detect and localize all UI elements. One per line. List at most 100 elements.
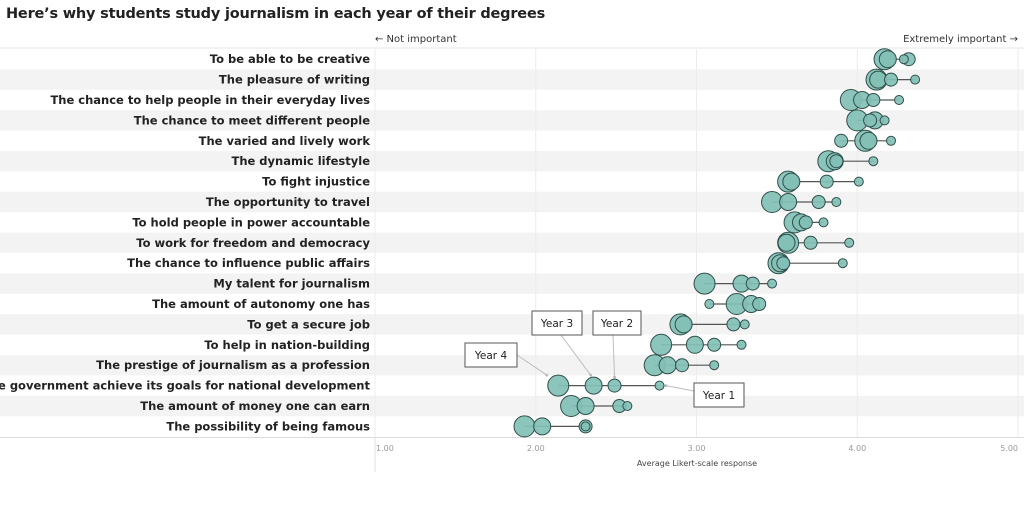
data-point-year-1[interactable]: [709, 360, 720, 371]
data-point-year-2[interactable]: [863, 113, 878, 128]
data-point-year-1[interactable]: [767, 278, 778, 289]
data-point-year-3[interactable]: [576, 397, 595, 415]
row-band: [0, 191, 1024, 213]
category-label: The opportunity to travel: [206, 195, 370, 209]
data-point-year-3[interactable]: [859, 131, 878, 150]
data-point-year-1[interactable]: [853, 176, 864, 187]
data-point-year-1[interactable]: [818, 217, 829, 228]
row-band: [0, 395, 1024, 417]
data-point-year-2[interactable]: [607, 378, 622, 393]
category-label: To hold people in power accountable: [132, 215, 370, 229]
category-label: The chance to influence public affairs: [127, 256, 370, 270]
data-point-year-3[interactable]: [584, 376, 603, 395]
data-point-year-4[interactable]: [547, 374, 570, 397]
data-point-year-1[interactable]: [879, 115, 890, 126]
data-point-year-2[interactable]: [752, 297, 767, 311]
annotation-pointer: [560, 334, 592, 376]
data-point-year-2[interactable]: [811, 195, 826, 209]
category-label: Help the government achieve its goals fo…: [0, 379, 370, 393]
x-tick-label: 4.00: [848, 444, 866, 453]
category-label: The prestige of journalism as a professi…: [96, 358, 370, 372]
data-point-year-2[interactable]: [776, 256, 791, 271]
row-band: [0, 314, 1024, 335]
data-point-year-1[interactable]: [910, 74, 921, 85]
data-point-year-2[interactable]: [675, 358, 690, 373]
data-point-year-2[interactable]: [707, 337, 722, 352]
data-point-year-3[interactable]: [533, 417, 552, 436]
data-point-year-2[interactable]: [834, 133, 849, 148]
annotation-arrowhead: [589, 373, 593, 377]
data-point-year-3[interactable]: [658, 356, 677, 375]
annotation-label: Year 3: [540, 318, 573, 330]
data-point-year-1[interactable]: [894, 95, 905, 105]
annotation-arrowhead: [664, 384, 668, 388]
category-label: The possibility of being famous: [166, 419, 370, 433]
data-point-year-2[interactable]: [798, 215, 813, 230]
annotation-arrowhead: [545, 373, 549, 377]
chart-title: Here’s why students study journalism in …: [6, 6, 546, 22]
x-tick-label: 5.00: [1000, 444, 1018, 453]
category-label: To work for freedom and democracy: [136, 236, 370, 250]
data-point-year-2[interactable]: [829, 154, 844, 169]
annotation-box: [592, 310, 642, 336]
annotation-box: [531, 310, 583, 336]
data-point-year-1[interactable]: [868, 156, 879, 167]
category-label: The dynamic lifestyle: [231, 154, 370, 168]
annotation-label: Year 4: [474, 350, 508, 362]
x-tick-label: 3.00: [688, 444, 706, 453]
row-band: [0, 110, 1024, 131]
data-point-year-1[interactable]: [736, 339, 747, 350]
data-point-year-3[interactable]: [878, 50, 897, 69]
data-point-year-1[interactable]: [580, 421, 591, 432]
data-point-year-2[interactable]: [819, 174, 834, 189]
gridlines: [374, 49, 1019, 472]
category-label: To get a secure job: [247, 317, 370, 331]
annotation-box: [464, 342, 518, 368]
data-point-year-3[interactable]: [779, 193, 798, 211]
data-point-year-1[interactable]: [739, 319, 750, 330]
data-point-year-1[interactable]: [898, 54, 909, 65]
data-point-year-1[interactable]: [844, 237, 855, 248]
extremely-important-label: Extremely important →: [903, 34, 1018, 45]
data-point-year-4[interactable]: [513, 415, 536, 438]
data-point-year-4[interactable]: [693, 272, 716, 295]
data-point-year-4[interactable]: [650, 333, 673, 356]
category-label: To be able to be creative: [210, 52, 370, 66]
data-points: [513, 48, 921, 438]
data-point-year-1[interactable]: [837, 258, 848, 269]
data-point-year-3[interactable]: [782, 172, 801, 191]
data-point-year-3[interactable]: [777, 233, 796, 252]
data-point-year-3[interactable]: [685, 335, 704, 354]
x-tick-label: 1.00: [376, 444, 394, 453]
data-point-year-1[interactable]: [654, 380, 665, 391]
row-band: [0, 69, 1024, 90]
data-point-year-2[interactable]: [884, 72, 899, 87]
x-tick-labels: 1.00 2.00 3.00 4.00 5.00: [376, 444, 1018, 453]
annotation-label: Year 1: [702, 390, 735, 402]
data-point-year-1[interactable]: [622, 401, 633, 411]
data-point-year-1[interactable]: [886, 135, 897, 146]
category-label: The varied and lively work: [199, 134, 371, 148]
category-label: To help in nation-building: [204, 338, 370, 352]
annotation-pointer: [665, 385, 695, 392]
category-label: To fight injustice: [262, 175, 370, 189]
data-point-year-1[interactable]: [831, 197, 842, 207]
annotation-pointer: [516, 354, 548, 376]
data-point-year-1[interactable]: [704, 299, 715, 309]
data-point-year-2[interactable]: [745, 276, 760, 291]
category-label: The amount of money one can earn: [140, 399, 370, 413]
category-label: The amount of autonomy one has: [152, 297, 370, 311]
annotation-pointer: [612, 334, 616, 378]
row-labels: To be able to be creative The pleasure of…: [0, 52, 371, 433]
not-important-label: ← Not important: [375, 34, 457, 45]
annotations: Year 4 Year 3 Year 2 Year 1: [464, 310, 745, 408]
data-point-year-2[interactable]: [726, 317, 741, 332]
data-point-year-2[interactable]: [803, 235, 818, 250]
data-point-year-2[interactable]: [866, 93, 881, 107]
data-point-year-3[interactable]: [674, 315, 693, 334]
row-band: [0, 232, 1024, 253]
annotation-box: [693, 382, 745, 408]
category-label: The pleasure of writing: [219, 73, 370, 87]
category-label: My talent for journalism: [213, 277, 370, 291]
